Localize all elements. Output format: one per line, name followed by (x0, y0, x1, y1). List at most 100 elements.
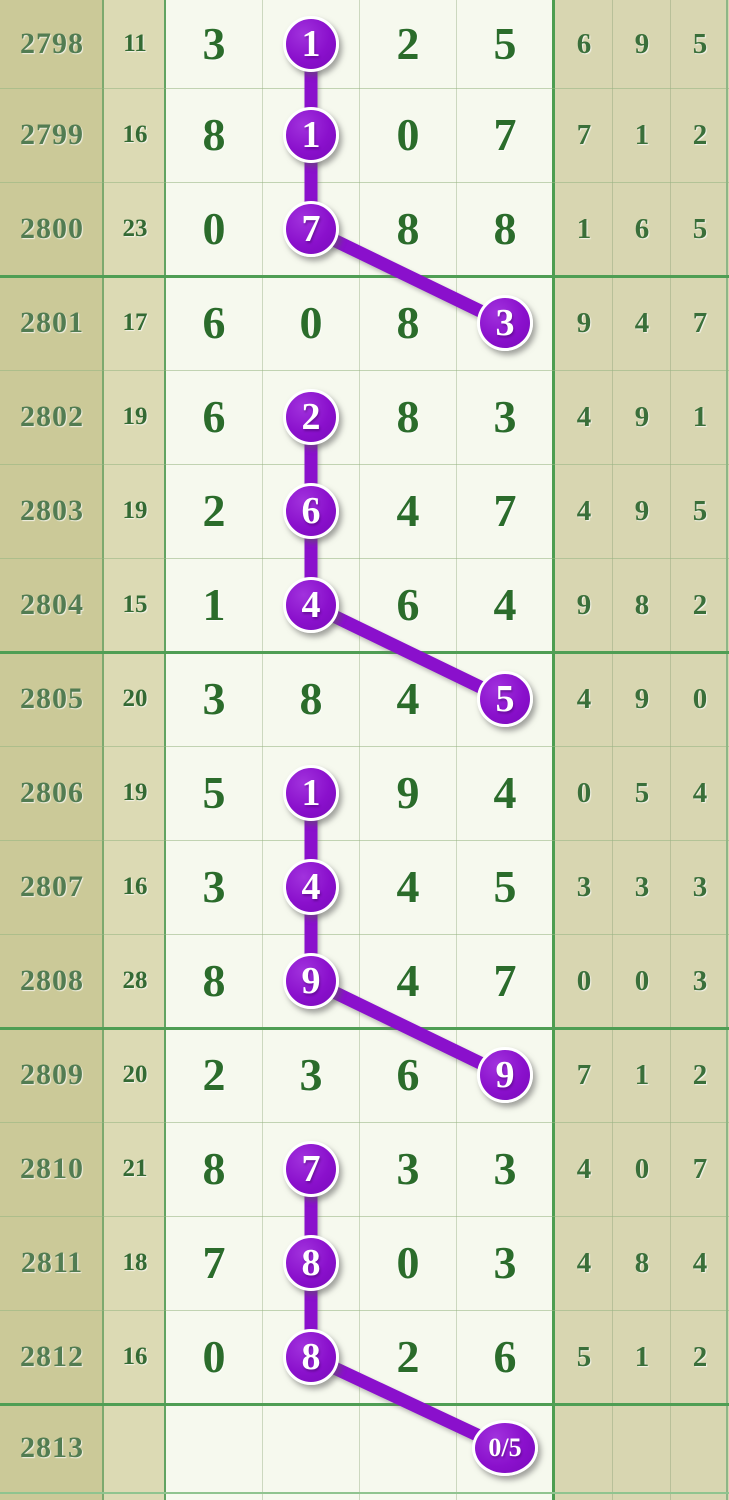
row-divider (0, 1122, 729, 1123)
tail-cell: 7 (576, 1059, 592, 1091)
trend-mark: 6 (283, 483, 339, 539)
tail-cell: 5 (576, 1341, 592, 1373)
digit-cell: 0 (396, 109, 420, 160)
digit-cell: 8 (299, 673, 323, 724)
digit-cell: 8 (396, 297, 420, 348)
tail-cell: 0 (576, 965, 592, 997)
row-divider (0, 182, 729, 183)
tail-cell: 5 (692, 28, 708, 60)
row-divider (0, 746, 729, 747)
trend-mark: 7 (283, 1141, 339, 1197)
digit-cell: 9 (396, 767, 420, 818)
trend-mark: 8 (283, 1329, 339, 1385)
row-divider (0, 88, 729, 89)
sum-cell: 20 (122, 1061, 148, 1088)
tail-cell: 4 (634, 307, 650, 339)
digit-cell: 6 (493, 1331, 517, 1382)
sum-cell: 19 (122, 403, 148, 430)
digit-cell: 8 (202, 1143, 226, 1194)
row-divider (0, 464, 729, 465)
trend-mark: 1 (283, 16, 339, 72)
tail-cell: 9 (576, 307, 592, 339)
digit-cell: 4 (396, 673, 420, 724)
tail-cell: 4 (576, 1247, 592, 1279)
column-divider (611, 0, 613, 1500)
digit-cell: 2 (396, 18, 420, 69)
period-cell: 2809 (20, 1058, 84, 1091)
tail-cell: 3 (692, 871, 708, 903)
tail-cell: 1 (634, 119, 650, 151)
digit-cell: 8 (396, 391, 420, 442)
digit-cell: 3 (493, 1237, 517, 1288)
tail-cell: 7 (576, 119, 592, 151)
digit-cell: 3 (202, 673, 226, 724)
tail-cell: 8 (634, 1247, 650, 1279)
sum-cell: 23 (122, 215, 148, 242)
group-divider (0, 1026, 729, 1030)
tail-cell: 1 (576, 213, 592, 245)
digit-cell: 7 (493, 109, 517, 160)
sum-cell: 15 (122, 591, 148, 618)
tail-cell: 7 (692, 307, 708, 339)
digit-cell: 6 (202, 391, 226, 442)
trend-mark: 1 (283, 765, 339, 821)
tail-cell: 9 (634, 28, 650, 60)
digit-cell: 4 (493, 767, 517, 818)
period-cell: 2800 (20, 212, 84, 245)
trend-mark: 0/5 (472, 1420, 538, 1476)
tail-cell: 5 (692, 495, 708, 527)
digit-cell: 0 (202, 203, 226, 254)
trend-mark: 1 (283, 107, 339, 163)
trend-mark: 8 (283, 1235, 339, 1291)
digit-cell: 0 (299, 297, 323, 348)
sum-cell: 17 (122, 309, 148, 336)
period-cell: 2802 (20, 400, 84, 433)
period-cell: 2798 (20, 27, 84, 60)
tail-cell: 3 (692, 965, 708, 997)
trend-chain (304, 793, 508, 1081)
digit-cell: 3 (493, 391, 517, 442)
digit-cell: 3 (299, 1049, 323, 1100)
row-divider (0, 1310, 729, 1311)
tail-cell: 9 (576, 589, 592, 621)
trend-chain (304, 44, 508, 329)
digit-cell: 2 (202, 485, 226, 536)
row-divider (0, 1492, 729, 1494)
period-cell: 2811 (20, 1246, 84, 1279)
digit-cell: 8 (396, 203, 420, 254)
row-divider (0, 370, 729, 371)
sum-cell: 11 (123, 30, 147, 57)
trend-mark: 4 (283, 577, 339, 633)
trend-chain (304, 1169, 508, 1454)
row-divider (0, 840, 729, 841)
column-divider (163, 0, 166, 1500)
digit-cell: 8 (493, 203, 517, 254)
column-divider (725, 0, 728, 1500)
period-cell: 2812 (20, 1340, 84, 1373)
period-column-bg (0, 0, 103, 1500)
trend-mark: 9 (477, 1047, 533, 1103)
digit-cell: 3 (202, 18, 226, 69)
tail-cell: 0 (634, 965, 650, 997)
sum-cell: 18 (122, 1249, 148, 1276)
period-cell: 2805 (20, 682, 84, 715)
digit-cell: 7 (202, 1237, 226, 1288)
tail-cell: 9 (634, 683, 650, 715)
digit-cell: 8 (202, 109, 226, 160)
tail-cell: 4 (576, 683, 592, 715)
period-cell: 2810 (20, 1152, 84, 1185)
tail-cell: 1 (692, 401, 708, 433)
tail-cell: 3 (576, 871, 592, 903)
sum-cell: 19 (122, 779, 148, 806)
column-divider (359, 0, 360, 1500)
digit-cell: 6 (396, 579, 420, 630)
digit-cell: 3 (202, 861, 226, 912)
tail-cell: 1 (634, 1059, 650, 1091)
tail-cell: 2 (692, 1341, 708, 1373)
period-cell: 2803 (20, 494, 84, 527)
sum-cell: 16 (122, 121, 148, 148)
period-cell: 2799 (20, 118, 84, 151)
digit-cell: 7 (493, 955, 517, 1006)
